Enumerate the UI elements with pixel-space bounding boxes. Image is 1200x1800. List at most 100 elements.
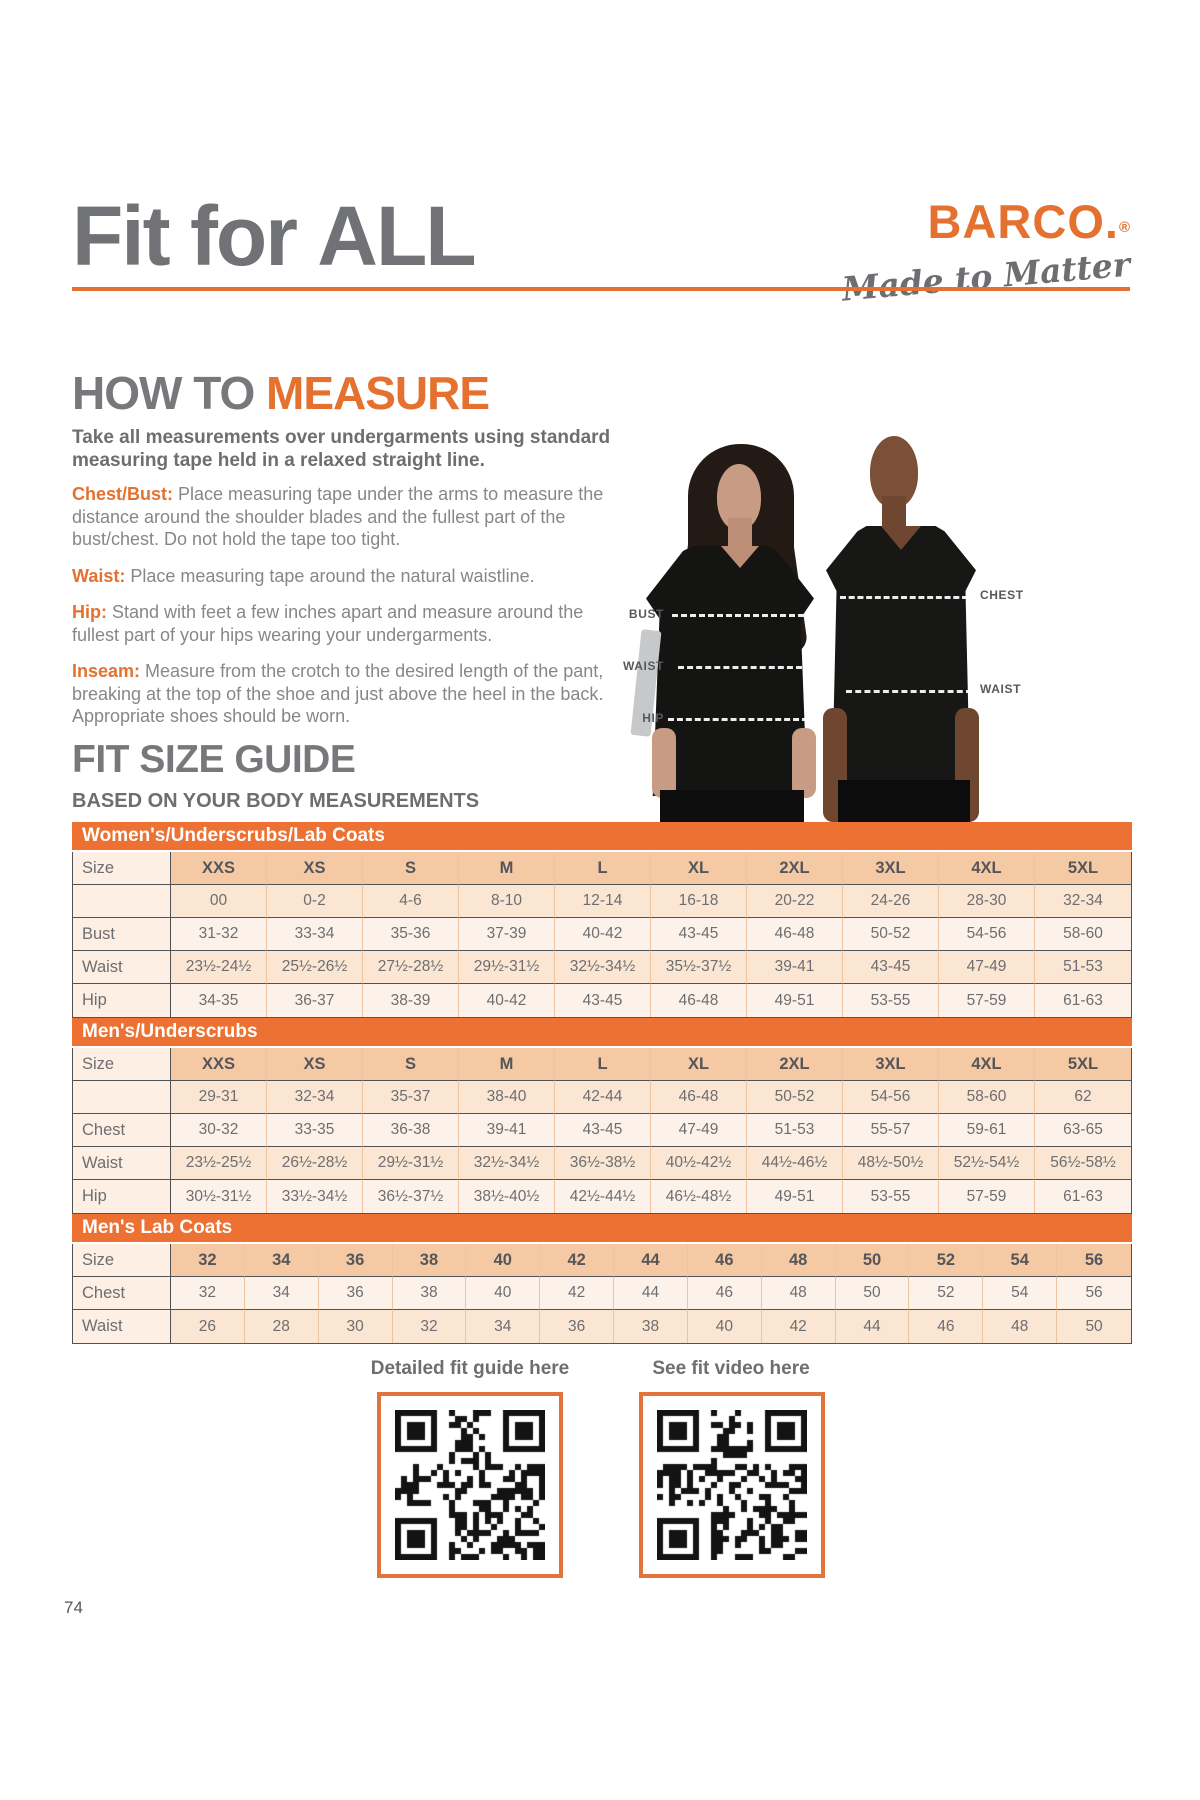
size-value-cell: 54-56 [939,918,1035,951]
size-value-cell: 43-45 [651,918,747,951]
size-table: Size XXS XS S M L XL 2XL 3XL 4XL 5XL 00 0-2 4-6 8-10 12… [72,852,1132,1018]
size-header-cell: XL [651,1048,747,1081]
size-value-cell: 34 [244,1277,319,1310]
measure-item-chest-bust: Chest/Bust: Place measuring tape under th… [72,483,612,551]
size-value-cell: 39-41 [459,1114,555,1147]
measure-item-text: Place measuring tape around the natural … [130,565,535,586]
size-header-cell: XXS [171,1048,267,1081]
measure-item-text: Measure from the crotch to the desired l… [72,661,604,726]
size-value-cell: 40-42 [555,918,651,951]
woman-pants [660,790,804,822]
row-label: Hip [73,1180,171,1213]
row-label: Bust [73,918,171,951]
man-neck [882,496,906,530]
size-value-cell: 32 [171,1277,245,1310]
size-value-cell: 59-61 [939,1114,1035,1147]
qr-code-fit-guide [395,1410,545,1560]
size-value-cell: 32 [392,1310,467,1343]
size-value-cell: 46-48 [747,918,843,951]
size-value-cell: 8-10 [459,885,555,918]
size-value-cell: 24-26 [843,885,939,918]
size-header-cell: XS [267,852,363,885]
measure-item-text: Stand with feet a few inches apart and m… [72,602,584,645]
size-header-cell: 44 [614,1244,688,1277]
size-header-cell: 32 [171,1244,245,1277]
bust-measure-line [672,614,804,617]
woman-waist-label: WAIST [623,659,664,673]
size-value-cell: 38-40 [459,1081,555,1114]
size-value-cell: 30½-31½ [171,1180,267,1213]
size-value-cell: 37-39 [459,918,555,951]
how-to-measure-heading: HOW TO MEASURE [72,367,490,419]
measure-item-text: Place measuring tape under the arms to m… [72,484,604,549]
size-header-cell: 34 [244,1244,319,1277]
size-value-cell: 52½-54½ [939,1147,1035,1180]
size-value-cell: 29½-31½ [363,1147,459,1180]
size-header-cell: 40 [466,1244,541,1277]
size-header-cell: 54 [983,1244,1058,1277]
measure-item-hip: Hip: Stand with feet a few inches apart a… [72,601,612,646]
page-title-bold: ALL [317,189,476,283]
size-value-cell: 40-42 [459,984,555,1017]
size-value-cell: 33-35 [267,1114,363,1147]
size-value-cell: 61-63 [1035,1180,1131,1213]
size-value-cell: 44½-46½ [747,1147,843,1180]
size-header-cell: L [555,852,651,885]
qr-fit-guide-box [377,1392,563,1578]
size-value-cell: 57-59 [939,984,1035,1017]
size-value-cell: 30 [318,1310,393,1343]
measure-item-waist: Waist: Place measuring tape around the na… [72,565,612,588]
qr-code-fit-video [657,1410,807,1560]
man-scrub-top [826,526,976,786]
size-header-cell: XXS [171,852,267,885]
size-value-cell: 00 [171,885,267,918]
size-value-cell: 26 [171,1310,245,1343]
size-value-cell: 20-22 [747,885,843,918]
size-value-cell: 23½-25½ [171,1147,267,1180]
size-table: Size 32 34 36 38 40 42 44 46 48 50 52 54 56 Chest 32 34 3… [72,1244,1132,1344]
size-value-cell: 61-63 [1035,984,1131,1017]
size-value-cell: 58-60 [939,1081,1035,1114]
row-label: Hip [73,984,171,1017]
measure-instructions: Chest/Bust: Place measuring tape under th… [72,483,612,742]
size-value-cell: 51-53 [747,1114,843,1147]
size-value-cell: 16-18 [651,885,747,918]
size-header-cell: 50 [835,1244,910,1277]
size-value-cell: 43-45 [555,1114,651,1147]
page-number: 74 [64,1598,83,1617]
man-pants [838,780,970,822]
size-value-cell: 46 [687,1277,762,1310]
orange-divider-rule [72,287,1130,291]
size-value-cell: 44 [835,1310,910,1343]
size-header-cell: 38 [392,1244,467,1277]
size-header-cell: 2XL [747,1048,843,1081]
row-label [73,885,171,918]
table-section-header: Women's/Underscrubs/Lab Coats [72,822,1132,852]
size-header-cell: XL [651,852,747,885]
page-title-regular: Fit for [72,189,318,283]
size-header-cell: 2XL [747,852,843,885]
size-value-cell: 36 [318,1277,393,1310]
size-value-cell: 35½-37½ [651,951,747,984]
size-value-cell: 23½-24½ [171,951,267,984]
size-value-cell: 56 [1057,1277,1131,1310]
size-value-cell: 38-39 [363,984,459,1017]
size-value-cell: 50 [835,1277,910,1310]
brand-logo: BARCO.® Made to Matter [840,195,1131,309]
size-value-cell: 25½-26½ [267,951,363,984]
woman-waist-measure-line [678,666,802,669]
size-header-cell: 36 [318,1244,393,1277]
size-value-cell: 46 [909,1310,984,1343]
size-value-cell: 58-60 [1035,918,1131,951]
size-tables: Women's/Underscrubs/Lab Coats Size XXS XS S M… [72,822,1132,1344]
size-header-cell: 5XL [1035,1048,1131,1081]
size-header-cell: 3XL [843,852,939,885]
heading-orange-part: MEASURE [266,367,490,419]
size-value-cell: 28 [244,1310,319,1343]
size-row-label: Size [73,1244,171,1277]
size-value-cell: 57-59 [939,1180,1035,1213]
row-label: Waist [73,951,171,984]
measure-item-label: Inseam: [72,661,141,681]
size-value-cell: 52 [909,1277,984,1310]
brand-period: . [1104,195,1119,248]
